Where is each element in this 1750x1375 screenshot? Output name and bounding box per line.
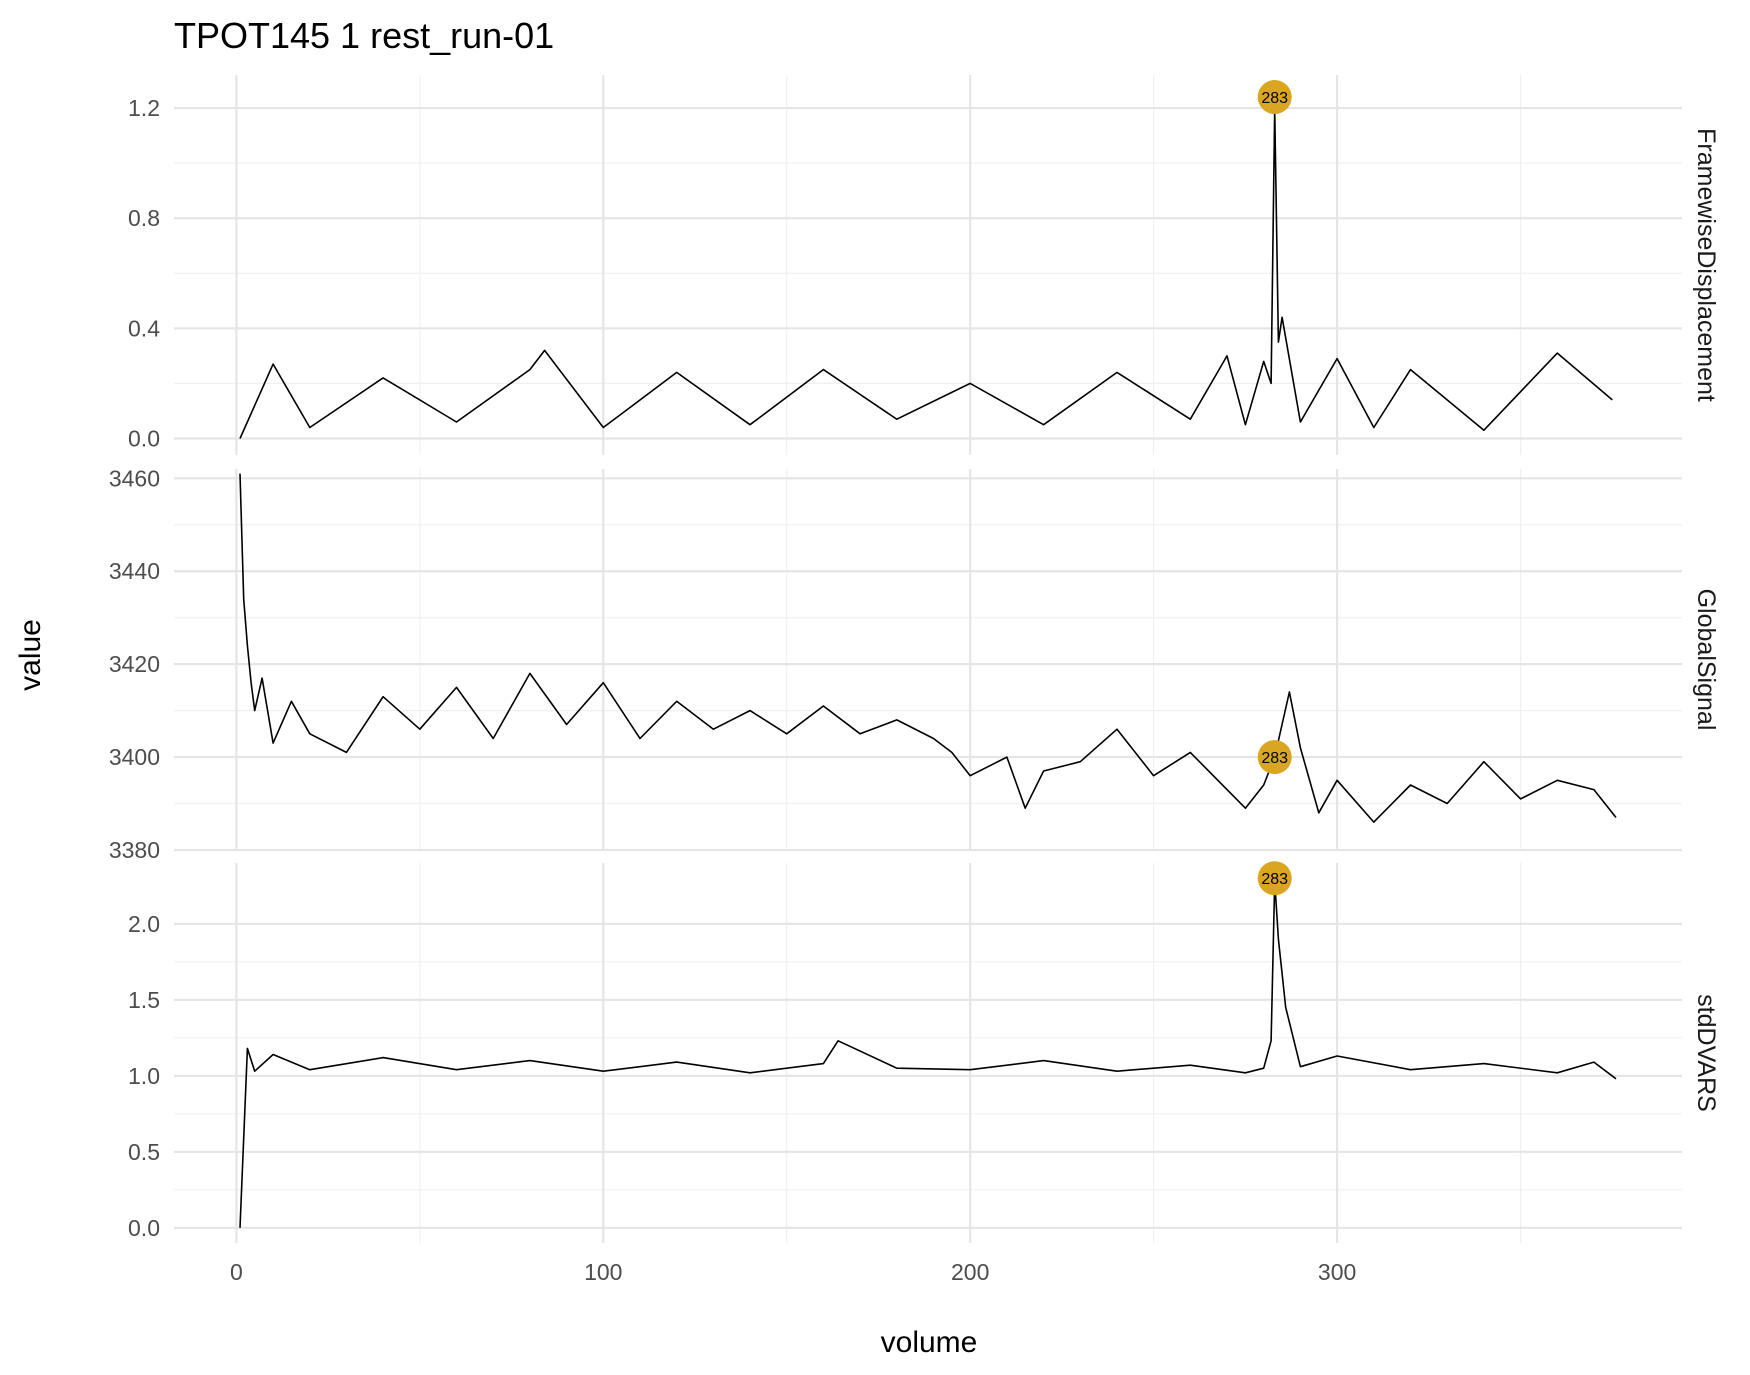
y-tick-label: 2.0 xyxy=(128,911,160,937)
y-tick-label: 3400 xyxy=(109,744,160,770)
y-tick-label: 1.2 xyxy=(128,95,160,121)
x-axis-ticks: 0 100 200 300 xyxy=(230,1259,1356,1285)
x-tick-label: 200 xyxy=(951,1259,989,1285)
panels: 0.0 0.4 0.8 1.2 283 FramewiseDisplacement 3380… xyxy=(109,75,1720,1243)
y-tick-label: 0.4 xyxy=(128,315,160,341)
facet-strip-label: GlobalSignal xyxy=(1692,589,1720,731)
series-line xyxy=(239,107,1613,439)
y-tick-label: 1.0 xyxy=(128,1063,160,1089)
y-axis-title: value xyxy=(14,619,47,691)
facet-strip-label: stdDVARS xyxy=(1692,994,1720,1112)
y-tick-label: 0.0 xyxy=(128,425,160,451)
y-tick-label: 0.0 xyxy=(128,1215,160,1241)
outlier-marker xyxy=(1257,80,1292,115)
chart-title: TPOT145 1 rest_run-01 xyxy=(174,15,554,56)
x-axis-title: volume xyxy=(881,1326,978,1359)
y-tick-label: 3460 xyxy=(109,465,160,491)
y-tick-label: 0.5 xyxy=(128,1139,160,1165)
outlier-label: 283 xyxy=(1261,871,1288,888)
series-line xyxy=(239,473,1617,823)
x-tick-label: 300 xyxy=(1318,1259,1356,1285)
x-tick-label: 0 xyxy=(230,1259,243,1285)
outlier-marker xyxy=(1257,740,1292,775)
series-line xyxy=(239,880,1617,1228)
y-tick-label: 0.8 xyxy=(128,205,160,231)
facet-strip-label: FramewiseDisplacement xyxy=(1692,128,1720,402)
y-tick-label: 3380 xyxy=(109,837,160,863)
outlier-label: 283 xyxy=(1261,90,1288,107)
outlier-label: 283 xyxy=(1261,750,1288,767)
y-tick-label: 3440 xyxy=(109,558,160,584)
panel-2: 0.0 0.5 1.0 1.5 2.0 283 stdDVARS xyxy=(128,861,1720,1243)
y-tick-label: 3420 xyxy=(109,651,160,677)
x-tick-label: 100 xyxy=(584,1259,622,1285)
outlier-marker xyxy=(1257,861,1292,896)
y-tick-label: 1.5 xyxy=(128,987,160,1013)
panel-0: 0.0 0.4 0.8 1.2 283 FramewiseDisplacement xyxy=(128,75,1720,455)
panel-1: 3380 3400 3420 3440 3460 283 GlobalSignal xyxy=(109,465,1720,863)
